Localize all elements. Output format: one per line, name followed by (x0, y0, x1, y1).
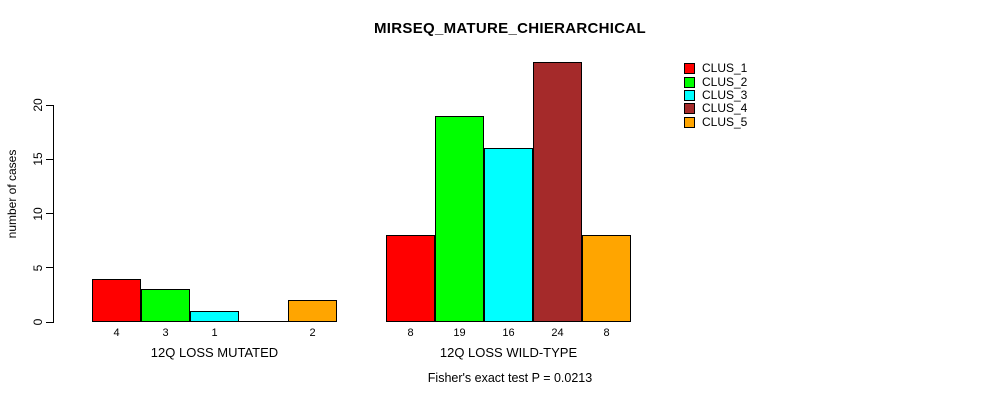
y-axis-line (53, 105, 54, 323)
y-axis-title: number of cases (5, 149, 19, 239)
legend: CLUS_1 CLUS_2 CLUS_3 CLUS_4 CLUS_5 (684, 62, 747, 129)
bar-clus_1 (386, 235, 435, 322)
y-tick-label: 10 (31, 206, 45, 221)
bar-clus_3 (484, 148, 533, 322)
bar-clus_4-zero (239, 321, 288, 322)
legend-item-clus_5: CLUS_5 (684, 114, 748, 129)
y-tick-mark (46, 321, 53, 323)
y-tick-mark (46, 104, 53, 106)
legend-item-clus_4: CLUS_4 (684, 102, 747, 115)
bar-value-label: 19 (453, 327, 466, 339)
chart-title: MIRSEQ_MATURE_CHIERARCHICAL (374, 20, 646, 37)
y-tick-label: 5 (31, 264, 45, 272)
legend-label: CLUS_2 (702, 74, 748, 89)
legend-swatch-icon (684, 76, 695, 88)
y-tick-label: 0 (31, 318, 45, 326)
bar-value-label: 8 (407, 327, 414, 339)
x-group-label-wild-type: 12Q LOSS WILD-TYPE (439, 345, 578, 360)
legend-swatch-icon (684, 89, 695, 101)
bar-value-label: 24 (551, 327, 564, 339)
bar-clus_1 (92, 279, 141, 322)
bar-clus_5 (582, 235, 631, 322)
legend-swatch-icon (684, 116, 695, 128)
y-tick-label: 20 (31, 98, 45, 112)
legend-label: CLUS_5 (702, 114, 748, 129)
legend-label: CLUS_3 (702, 87, 748, 102)
bar-value-label: 3 (162, 327, 169, 339)
legend-item-clus_1: CLUS_1 (684, 62, 747, 75)
legend-swatch-icon (684, 63, 695, 75)
bar-clus_5 (288, 300, 337, 322)
legend-label: CLUS_1 (702, 61, 748, 76)
bar-clus_4 (533, 62, 582, 322)
fisher-test-annotation: Fisher's exact test P = 0.0213 (427, 371, 593, 385)
bar-value-label: 4 (113, 327, 120, 339)
bar-clus_3 (190, 311, 239, 322)
bar-clus_2 (141, 289, 190, 322)
y-tick-label: 15 (31, 152, 45, 166)
bar-value-label: 1 (211, 327, 218, 339)
bar-value-label: 2 (309, 327, 316, 339)
bar-clus_2 (435, 116, 484, 322)
y-tick-mark (46, 158, 53, 160)
bar-value-label: 16 (502, 327, 515, 339)
y-tick-mark (46, 267, 53, 269)
legend-item-clus_3: CLUS_3 (684, 87, 748, 102)
legend-label: CLUS_4 (702, 101, 748, 116)
x-group-label-mutated: 12Q LOSS MUTATED (150, 345, 279, 360)
bar-value-label: 8 (603, 327, 610, 339)
legend-swatch-icon (684, 103, 695, 115)
legend-item-clus_2: CLUS_2 (684, 75, 747, 88)
y-tick-mark (46, 213, 53, 214)
